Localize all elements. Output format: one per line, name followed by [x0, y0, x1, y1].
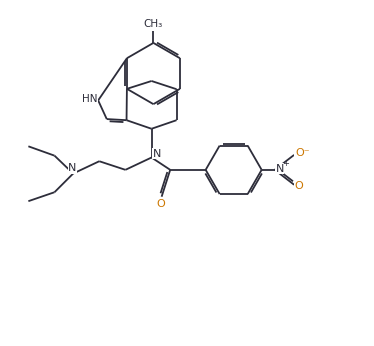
Text: +: + [282, 160, 289, 169]
Text: N: N [275, 164, 284, 174]
Text: N: N [153, 149, 161, 159]
Text: HN: HN [82, 94, 98, 104]
Text: O: O [294, 181, 303, 191]
Text: N: N [68, 163, 77, 173]
Text: O⁻: O⁻ [295, 148, 310, 158]
Text: CH₃: CH₃ [144, 19, 163, 29]
Text: O: O [156, 199, 165, 209]
